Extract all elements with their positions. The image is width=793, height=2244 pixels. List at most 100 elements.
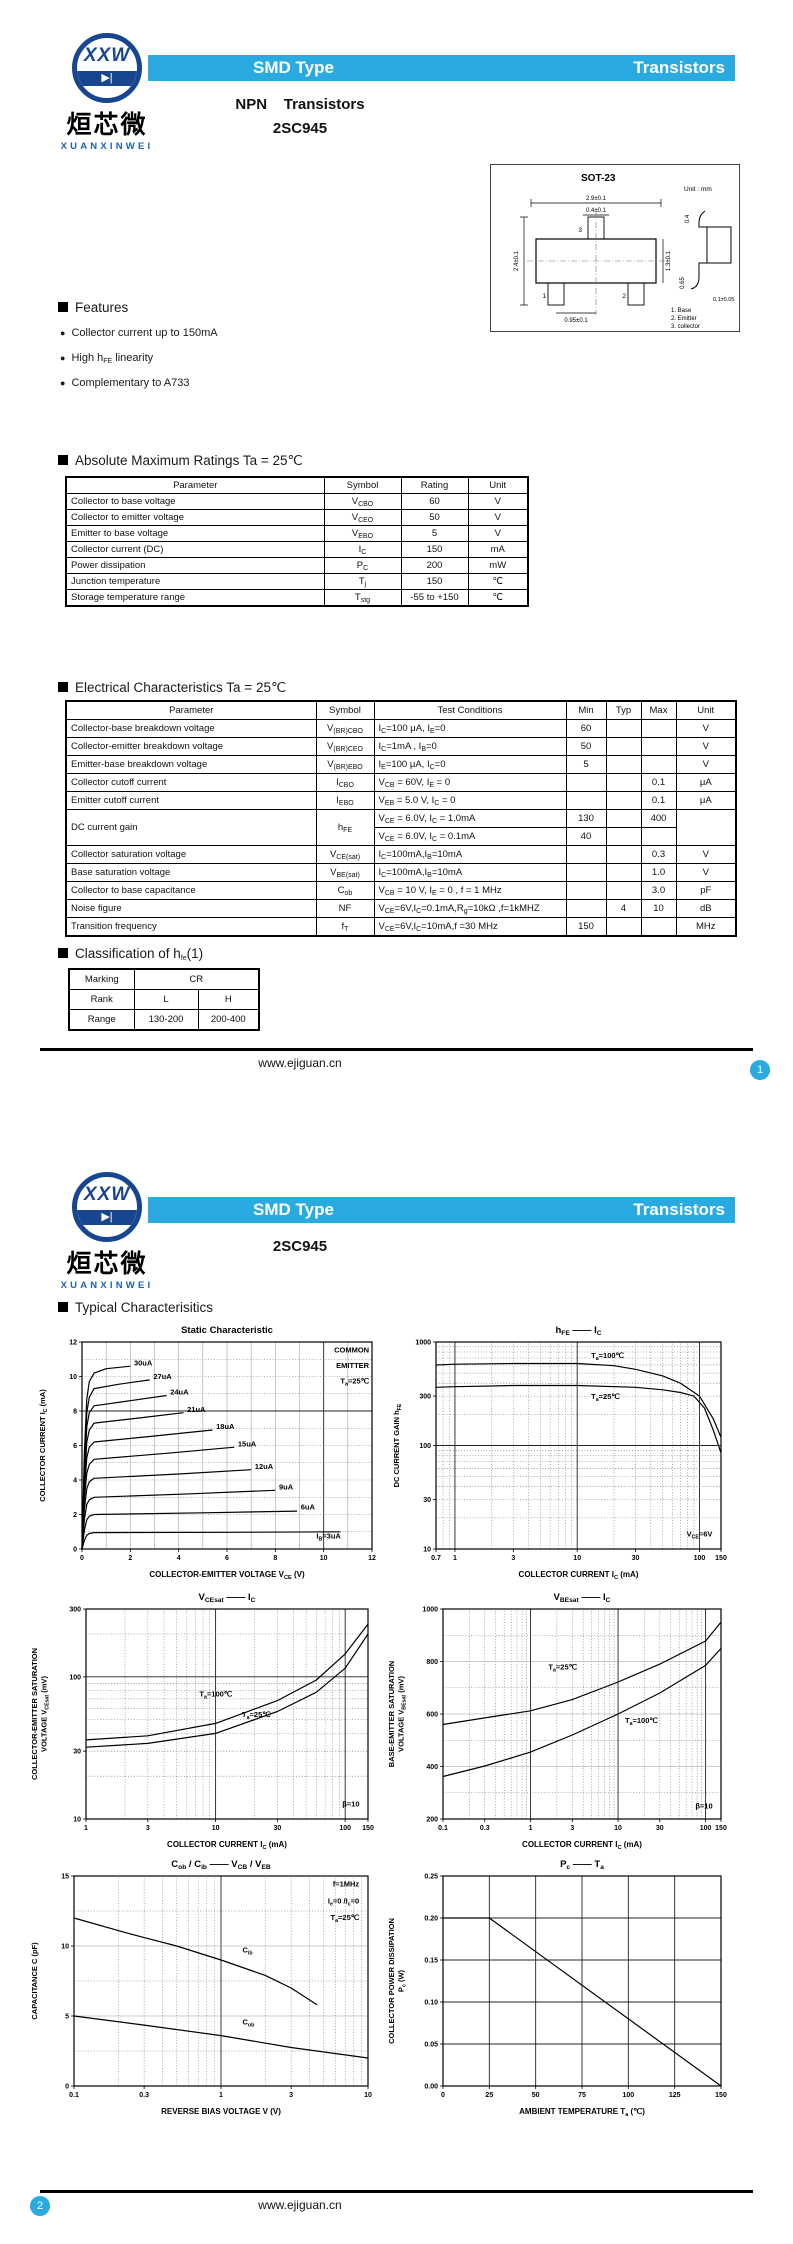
chart-svg-cob-cib: 0.1 0.3 1 3 10 0 5 10 15 Cob / Cib —— VCB / VEB RE… <box>30 1859 372 2116</box>
svg-text:100: 100 <box>694 1555 706 1562</box>
svg-text:125: 125 <box>669 2092 681 2099</box>
table-row: Rank L H <box>68 989 260 1010</box>
series-ib-15ua <box>81 1446 235 1550</box>
table-row: Emitter to base voltage VEBO 5 V <box>65 525 529 542</box>
logo-circle-icon: XXW ▶| <box>72 33 142 103</box>
svg-text:Pc (W): Pc (W) <box>397 1969 408 1992</box>
svg-text:6uA: 6uA <box>301 1503 316 1512</box>
column-header: Unit <box>467 476 529 494</box>
dim-height: 2.4±0.1 <box>514 250 520 271</box>
svg-text:400: 400 <box>426 1764 438 1771</box>
chart-vcesat-vs-ic: 1 3 10 30 100 150 10 30 100 300 VCEsat —— IC COLLEC… <box>28 1589 382 1857</box>
chart-svg-pc-ta: 0 25 50 75 100 125 150 0.00 0.05 0.10 0.15 0.20 0.25… <box>387 1859 727 2118</box>
dim-pin-width: 0.4±0.1 <box>586 208 607 214</box>
table-cell: Tj <box>323 573 402 590</box>
svg-text:1: 1 <box>453 1555 457 1562</box>
banner-transistors: Transistors <box>633 58 725 77</box>
diode-icon: ▶| <box>77 71 137 86</box>
svg-text:10: 10 <box>212 1825 220 1832</box>
table-cell: V <box>675 863 737 882</box>
svg-text:100: 100 <box>339 1825 351 1832</box>
svg-text:EMITTER: EMITTER <box>336 1361 369 1370</box>
dim-pitch: 0.95±0.1 <box>564 318 588 324</box>
svg-text:hFE —— IC: hFE —— IC <box>555 1325 601 1337</box>
table-cell: -55 to +150 <box>400 589 469 607</box>
footer-url: www.ejiguan.cn <box>258 2198 342 2212</box>
svg-text:IB=3uA: IB=3uA <box>316 1531 341 1542</box>
svg-text:Ta=100℃: Ta=100℃ <box>625 1716 658 1727</box>
svg-text:9uA: 9uA <box>279 1482 294 1491</box>
svg-text:150: 150 <box>362 1825 374 1832</box>
classification-table: Marking CR Rank L H Range 130-200 200-400 <box>68 968 260 1031</box>
svg-text:3: 3 <box>570 1825 574 1832</box>
chart-pc-vs-ta: 0 25 50 75 100 125 150 0.00 0.05 0.10 0.15 0.20 0.25… <box>385 1856 735 2124</box>
table-cell: mW <box>467 557 529 574</box>
svg-text:BASE-EMITTER SATURATION: BASE-EMITTER SATURATION <box>387 1661 396 1767</box>
table-cell <box>640 917 677 937</box>
table-cell: VEBO <box>323 525 402 542</box>
table-row: Collector saturation voltage VCE(sat) IC=1… <box>65 845 737 864</box>
column-header: Symbol <box>315 700 375 720</box>
table-cell <box>605 773 642 792</box>
table-cell: 150 <box>400 573 469 590</box>
table-cell: V <box>467 525 529 542</box>
table-cell: Transition frequency <box>65 917 317 937</box>
svg-text:VBEsat —— IC: VBEsat —— IC <box>554 1592 611 1604</box>
table-cell: V(BR)CEO <box>315 737 375 756</box>
typical-characteristics-heading: Typical Characterisitics <box>58 1300 213 1315</box>
table-row: Noise figure NF VCE=6V,IC=0.1mA,Rg=10kΩ ,f… <box>65 899 737 918</box>
svg-text:100: 100 <box>69 1674 81 1681</box>
table-cell: 200-400 <box>197 1009 260 1031</box>
chart-svg-vcesat-ic: 1 3 10 30 100 150 10 30 100 300 VCEsat —— IC COLLEC… <box>30 1592 374 1851</box>
svg-text:0.3: 0.3 <box>480 1825 490 1832</box>
footer-rule <box>40 1048 753 1051</box>
table-cell <box>605 827 642 846</box>
page-number-badge: 2 <box>30 2196 50 2216</box>
table-cell <box>565 791 607 810</box>
svg-text:800: 800 <box>426 1659 438 1666</box>
svg-text:300: 300 <box>419 1394 431 1401</box>
section-marker <box>58 302 68 312</box>
table-cell <box>605 737 642 756</box>
table-cell: IC=100 μA, IE=0 <box>373 719 567 738</box>
series-ib-3ua <box>81 1531 341 1550</box>
svg-text:0.3: 0.3 <box>139 2092 149 2099</box>
table-cell: Collector saturation voltage <box>65 845 317 864</box>
dim-width: 2.9±0.1 <box>586 196 607 202</box>
svg-text:1: 1 <box>84 1825 88 1832</box>
table-row: Collector cutoff current ICBO VCB = 60V, I… <box>65 773 737 792</box>
table-cell: dB <box>675 899 737 918</box>
table-cell: 60 <box>565 719 607 738</box>
table-cell: VCE = 6.0V, IC = 1.0mA <box>373 809 567 828</box>
svg-text:COLLECTOR-EMITTER SATURATION: COLLECTOR-EMITTER SATURATION <box>30 1648 39 1780</box>
table-cell: Collector-base breakdown voltage <box>65 719 317 738</box>
svg-text:Ta=25℃: Ta=25℃ <box>242 1710 271 1721</box>
pin2-number: 2 <box>622 293 626 300</box>
table-cell: VBE(sat) <box>315 863 375 882</box>
svg-text:27uA: 27uA <box>153 1372 172 1381</box>
svg-text:10: 10 <box>573 1555 581 1562</box>
table-header-row: Parameter Symbol Test Conditions Min Typ Max U… <box>65 700 737 720</box>
page-2: XXW ▶| 烜芯微 XUANXINWEI SMD Type Transisto… <box>0 1122 793 2244</box>
svg-text:COMMON: COMMON <box>334 1345 369 1354</box>
table-cell: Emitter-base breakdown voltage <box>65 755 317 774</box>
banner-smd-type: SMD Type <box>253 1200 334 1219</box>
table-cell: fT <box>315 917 375 937</box>
table-cell: VCE = 6.0V, IC = 0.1mA <box>373 827 567 846</box>
table-cell: IE=100 μA, IC=0 <box>373 755 567 774</box>
svg-text:Cob: Cob <box>242 2017 254 2028</box>
table-cell: ℃ <box>467 589 529 607</box>
svg-text:0: 0 <box>73 1547 77 1554</box>
table-row: Transition frequency fT VCE=6V,IC=10mA,f =… <box>65 917 737 937</box>
table-cell: 5 <box>565 755 607 774</box>
series-pc-derating <box>443 1917 722 2087</box>
banner-transistors: Transistors <box>633 1200 725 1219</box>
table-cell: 5 <box>400 525 469 542</box>
table-cell: IC=1mA , IB=0 <box>373 737 567 756</box>
svg-text:10: 10 <box>364 2092 372 2099</box>
table-cell: 10 <box>640 899 677 918</box>
table-row: Power dissipation PC 200 mW <box>65 557 529 574</box>
svg-text:Ta=25℃: Ta=25℃ <box>331 1913 360 1924</box>
svg-text:15uA: 15uA <box>238 1439 257 1448</box>
table-cell: 130 <box>565 809 607 828</box>
